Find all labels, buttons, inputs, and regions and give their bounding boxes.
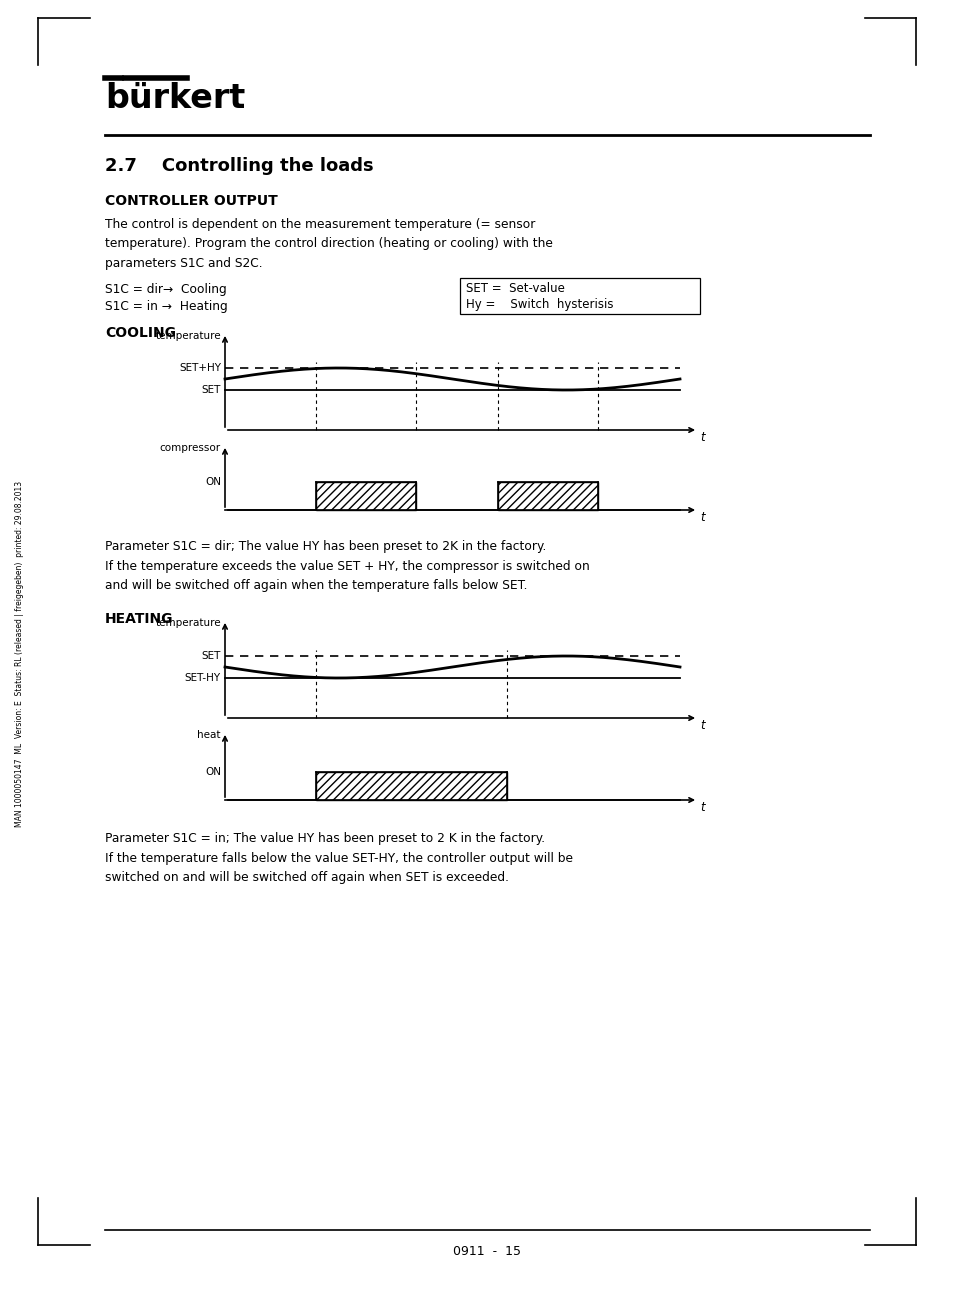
Bar — [459, 278, 700, 314]
Text: SET =  Set-value: SET = Set-value — [465, 282, 564, 295]
Text: COOLING: COOLING — [105, 325, 175, 340]
Text: SET+HY: SET+HY — [179, 363, 221, 372]
Text: Parameter S1C = in; The value HY has been preset to 2 K in the factory.: Parameter S1C = in; The value HY has bee… — [105, 833, 544, 846]
Text: 0911  -  15: 0911 - 15 — [453, 1246, 521, 1259]
Text: 2.7    Controlling the loads: 2.7 Controlling the loads — [105, 157, 374, 175]
Text: t: t — [700, 431, 704, 444]
Text: temperature: temperature — [155, 331, 221, 341]
Text: english: english — [884, 495, 902, 570]
Text: S1C = dir→  Cooling: S1C = dir→ Cooling — [105, 284, 227, 295]
Text: t: t — [700, 511, 704, 524]
Text: CONTROLLER OUTPUT: CONTROLLER OUTPUT — [105, 193, 277, 208]
Text: HEATING: HEATING — [105, 612, 173, 626]
Text: heat: heat — [197, 731, 221, 740]
Text: Parameter S1C = dir; The value HY has been preset to 2K in the factory.: Parameter S1C = dir; The value HY has be… — [105, 540, 546, 553]
Text: t: t — [700, 719, 704, 732]
Bar — [497, 482, 598, 510]
Text: bürkert: bürkert — [105, 82, 245, 115]
Bar — [315, 482, 416, 510]
Text: If the temperature falls below the value SET-HY, the controller output will be
s: If the temperature falls below the value… — [105, 852, 573, 885]
Text: t: t — [700, 801, 704, 814]
Text: If the temperature exceeds the value SET + HY, the compressor is switched on
and: If the temperature exceeds the value SET… — [105, 559, 589, 592]
Text: MAN 1000050147  ML  Version: E  Status: RL (released | freigegeben)  printed: 29: MAN 1000050147 ML Version: E Status: RL … — [15, 481, 25, 826]
Text: ON: ON — [205, 477, 221, 488]
Text: ON: ON — [205, 767, 221, 776]
Text: SET: SET — [201, 651, 221, 661]
Bar — [315, 772, 507, 800]
Text: S1C = in →  Heating: S1C = in → Heating — [105, 301, 228, 312]
Text: compressor: compressor — [160, 443, 221, 454]
Text: Hy =    Switch  hysterisis: Hy = Switch hysterisis — [465, 298, 613, 311]
Text: The control is dependent on the measurement temperature (= sensor
temperature). : The control is dependent on the measurem… — [105, 218, 553, 271]
Text: SET-HY: SET-HY — [185, 673, 221, 684]
Text: temperature: temperature — [155, 618, 221, 627]
Text: SET: SET — [201, 386, 221, 395]
